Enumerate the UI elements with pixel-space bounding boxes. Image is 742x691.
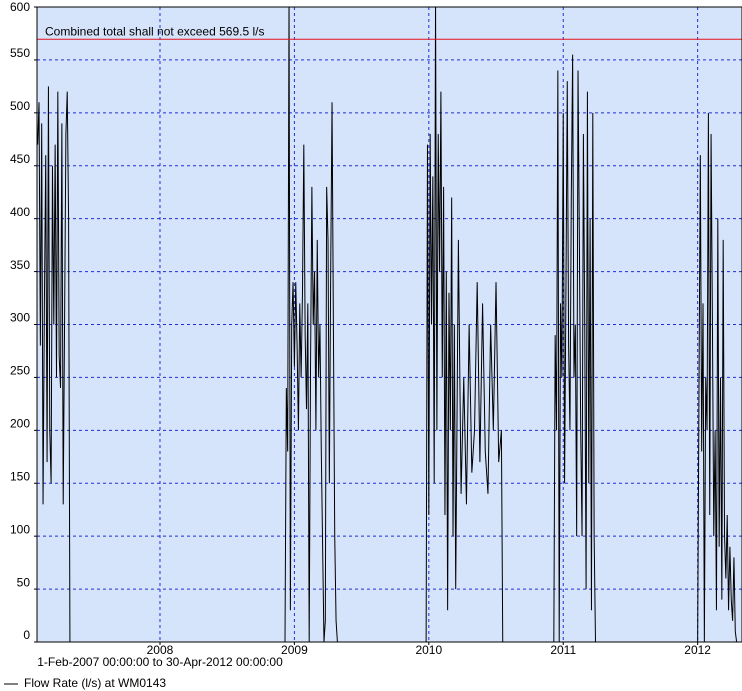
y-tick-label: 450 — [10, 152, 30, 166]
y-tick-label: 50 — [17, 575, 31, 589]
plot-content — [37, 7, 738, 642]
x-tick-label: 2009 — [281, 643, 308, 657]
y-tick-label: 500 — [10, 99, 30, 113]
plot-border — [36, 6, 742, 643]
limit-label: Combined total shall not exceed 569.5 l/… — [45, 24, 264, 38]
data-line — [37, 7, 738, 642]
y-tick-label: 350 — [10, 258, 30, 272]
x-tick-label: 2011 — [550, 643, 576, 657]
y-tick-label: 550 — [10, 46, 30, 60]
y-tick-label: 250 — [10, 364, 30, 378]
y-tick-label: 300 — [10, 311, 30, 325]
legend-label: Flow Rate (l/s) at WM0143 — [24, 676, 166, 690]
x-tick-label: 2010 — [415, 643, 442, 657]
y-tick-label: 400 — [10, 205, 30, 219]
y-tick-label: 0 — [23, 628, 30, 642]
y-tick-label: 100 — [10, 522, 30, 536]
subtitle: 1-Feb-2007 00:00:00 to 30-Apr-2012 00:00… — [37, 655, 283, 669]
plot-area — [37, 7, 742, 642]
x-tick-label: 2008 — [147, 643, 174, 657]
x-tick-label: 2012 — [684, 643, 711, 657]
y-tick-label: 150 — [10, 469, 30, 483]
y-tick-label: 200 — [10, 417, 30, 431]
y-tick-label: 600 — [10, 0, 30, 14]
